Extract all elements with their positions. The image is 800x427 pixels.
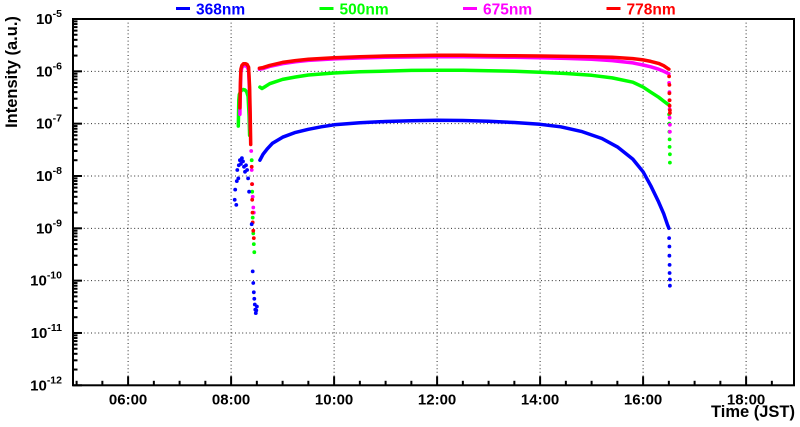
series-368nm-dot xyxy=(667,236,671,241)
x-tick-label: 14:00 xyxy=(521,391,559,408)
y-tick-label: 10-10 xyxy=(30,270,62,290)
series-368nm-dot xyxy=(668,277,672,282)
series-778nm-main-day-curve xyxy=(257,53,671,71)
series-675nm-dot xyxy=(667,115,672,120)
x-tick-label: 16:00 xyxy=(624,391,662,408)
series-778nm-dot xyxy=(251,236,256,241)
series-500nm-dot xyxy=(668,152,672,157)
series-368nm-dot xyxy=(254,308,259,313)
series-500nm-dot xyxy=(668,160,672,165)
series-778nm-dot xyxy=(250,197,255,202)
series-368nm-dot xyxy=(251,281,256,285)
series-368nm-dot xyxy=(244,163,248,168)
series-368nm-dot xyxy=(668,283,672,288)
series-675nm-dot xyxy=(249,168,254,172)
series-778nm-dot xyxy=(250,182,254,187)
series-368nm-dot xyxy=(667,271,672,275)
x-tick-label: 10:00 xyxy=(315,391,353,408)
series-368nm-dot xyxy=(251,290,256,295)
series-368nm-dot xyxy=(255,304,259,309)
series-368nm-main-day-curve xyxy=(258,118,671,231)
legend-label-675nm: 675nm xyxy=(483,2,532,19)
series-368nm-dot xyxy=(249,222,254,227)
series-368nm-dot xyxy=(234,203,239,207)
y-tick-label: 10-12 xyxy=(30,374,62,394)
plot-area: 06:00 08:00 10:00 12:00 14:00 16:00 18:00 10-5 1… xyxy=(30,2,795,408)
y-tick-label: 10-5 xyxy=(36,8,62,28)
legend-label-368nm: 368nm xyxy=(196,2,245,19)
series-778nm-dot xyxy=(249,164,254,169)
series-778nm-dot xyxy=(667,91,672,96)
legend-label-500nm: 500nm xyxy=(340,2,389,19)
series-500nm-dot xyxy=(250,215,255,220)
series-778nm-dot xyxy=(667,98,672,103)
series-500nm-dot xyxy=(251,242,256,247)
series-500nm-dot xyxy=(249,158,254,163)
series-368nm-dot xyxy=(667,263,672,267)
series-500nm-dot xyxy=(251,231,256,236)
series-500nm-dot xyxy=(667,145,672,149)
series-778nm-dot xyxy=(250,210,255,215)
series-675nm-dot xyxy=(251,205,256,210)
series-368nm-dot xyxy=(246,176,251,181)
x-tick-label: 08:00 xyxy=(212,391,250,408)
series-500nm-dot xyxy=(667,137,672,142)
y-tick-label: 10-11 xyxy=(31,322,62,342)
legend-label-778nm: 778nm xyxy=(627,2,676,19)
series-675nm-dot xyxy=(668,129,672,134)
series-675nm-dot xyxy=(250,194,255,199)
series-368nm-dot xyxy=(667,253,672,258)
series-368nm-dot xyxy=(233,187,238,192)
x-axis-title: Time (JST) xyxy=(711,403,795,421)
y-axis-title: Intensity (a.u.) xyxy=(3,16,21,128)
x-tick-label: 06:00 xyxy=(109,391,147,408)
series-675nm-dot xyxy=(668,122,672,127)
y-tick-label: 10-9 xyxy=(36,217,62,237)
series-778nm-dot xyxy=(251,228,256,233)
series-675nm-dot xyxy=(249,149,254,153)
series-778nm-dot xyxy=(667,74,671,79)
series-368nm-dot xyxy=(241,159,245,164)
series-778nm-dot xyxy=(667,83,672,87)
series-778nm-dot xyxy=(668,111,672,115)
series-368nm-dot xyxy=(245,168,250,172)
series-368nm-dot xyxy=(232,197,237,202)
series-778nm-dot xyxy=(667,103,672,108)
series-368nm-dot xyxy=(250,269,255,274)
series-368nm-dot xyxy=(239,162,243,166)
series-368nm-dot xyxy=(252,296,257,301)
x-tick-label: 18:00 xyxy=(727,391,765,408)
series-500nm-main-day-curve xyxy=(258,68,671,107)
y-tick-label: 10-6 xyxy=(36,60,62,80)
series-368nm-dot xyxy=(247,189,252,194)
series-500nm-dot xyxy=(250,189,255,194)
series-368nm-dot xyxy=(235,168,240,172)
y-tick-label: 10-8 xyxy=(36,165,62,185)
series-500nm-dot xyxy=(252,250,257,255)
plot-frame xyxy=(72,18,795,387)
x-tick-label: 12:00 xyxy=(418,391,456,408)
series-778nm-dot xyxy=(668,108,672,113)
series-368nm-dot xyxy=(667,244,672,249)
series-368nm-dot xyxy=(240,156,244,161)
series-368nm-dot xyxy=(236,176,241,181)
series-778nm-sunrise-spike xyxy=(238,61,253,147)
y-tick-label: 10-7 xyxy=(36,113,62,133)
